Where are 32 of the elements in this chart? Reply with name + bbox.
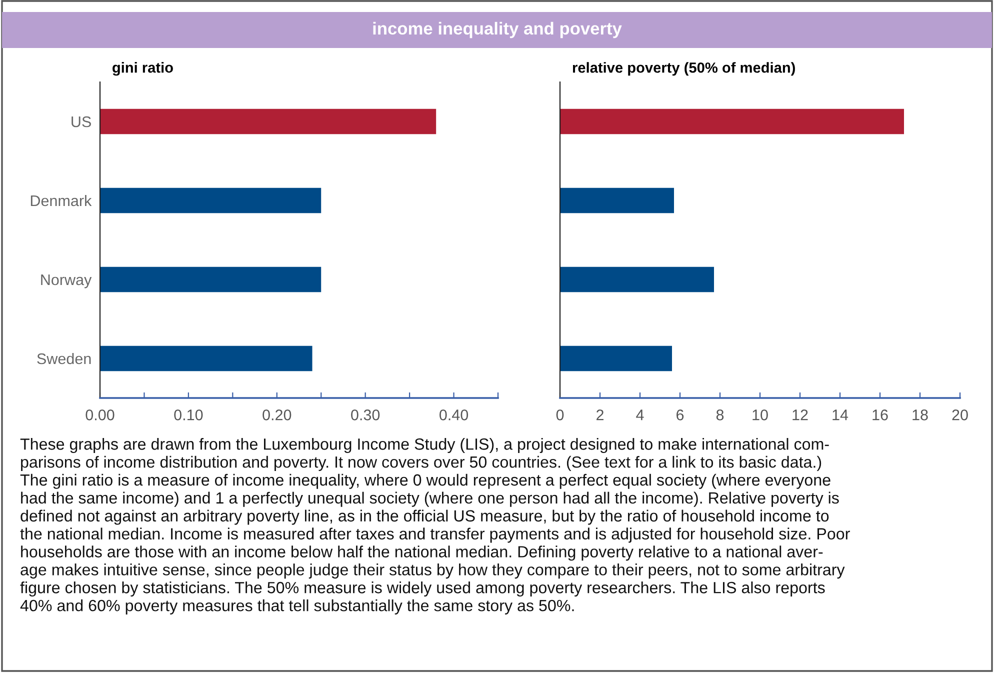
y-tick-label: Sweden <box>37 352 91 364</box>
x-tick-label: 8 <box>716 410 724 420</box>
x-tick-label: 0.20 <box>262 410 292 420</box>
y-tick-label: US <box>72 116 91 128</box>
x-tick-label: 0.40 <box>440 410 468 420</box>
y-tick-label: Norway <box>41 274 92 288</box>
x-tick-label: 16 <box>872 410 888 420</box>
bar <box>560 188 674 214</box>
bar <box>100 188 322 214</box>
x-tick-label: 0.30 <box>351 410 380 420</box>
chart-title: gini ratio <box>112 62 173 76</box>
x-tick-label: 0.00 <box>86 410 114 420</box>
x-tick-label: 0.10 <box>174 410 203 420</box>
bar <box>560 346 672 372</box>
x-tick-label: 4 <box>636 410 644 420</box>
x-tick-label: 6 <box>676 410 684 420</box>
chart-title: relative poverty (50% of median) <box>572 62 795 76</box>
bar <box>560 108 904 134</box>
bar <box>100 108 436 134</box>
text: These graphs are drawn from the Luxembourg Income Study (LIS), a project designed to make international com- parisons of income distribution and poverty. It now covers over 50 countries. (See text for a link to its basic data.) The gini ratio is a measure of income inequality, where 0 would represent a perfect equal society (where everyone had the same income) and 1 a perfectly unequal society (where one person had all the income). Relative poverty is defined not against an arbitrary poverty line, as in the official US measure, but by the ratio of household income to the national median. Income is measured after taxes and transfer payments and is adjusted for household size. Poor households are those with an income below half the national median. Defining poverty relative to a national aver- age makes intuitive sense, since people judge their status by how they compare to their peers, not to some arbitrary figure chosen by statisticians. The 50% measure is widely used among poverty researchers. The LIS also reports 40% and 60% poverty measures that tell substantially the same story as 50%. <box>20 438 850 614</box>
x-tick-label: 2 <box>596 410 604 420</box>
x-tick-label: 14 <box>832 410 848 420</box>
bar <box>100 266 322 292</box>
x-tick-label: 12 <box>792 410 808 420</box>
x-tick-label: 18 <box>912 410 928 420</box>
bar <box>100 346 312 372</box>
x-tick-label: 10 <box>752 410 768 420</box>
x-tick-label: 20 <box>952 410 968 420</box>
text: income inequality and poverty <box>373 22 622 38</box>
bar <box>560 266 714 292</box>
x-tick-label: 0 <box>556 410 564 420</box>
y-tick-label: Denmark <box>30 194 92 206</box>
